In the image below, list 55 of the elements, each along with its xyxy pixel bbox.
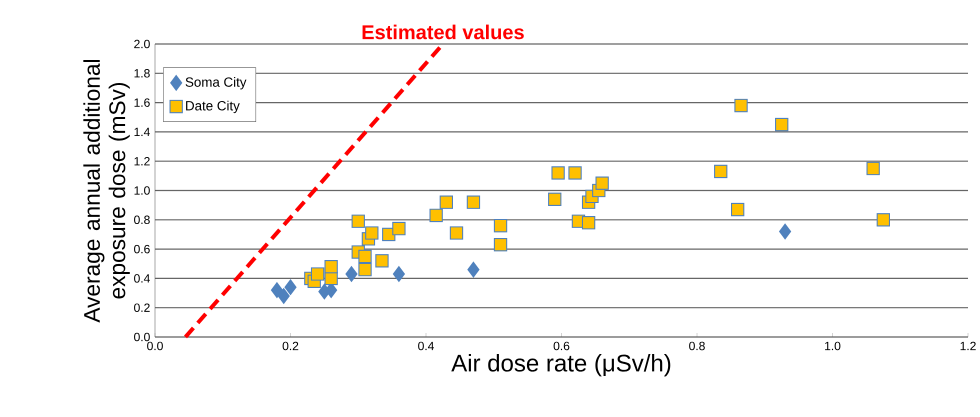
x-tick-label: 0.2 bbox=[282, 342, 298, 350]
point bbox=[310, 267, 324, 281]
point bbox=[352, 214, 365, 228]
x-tick-label: 1.0 bbox=[825, 342, 840, 350]
point bbox=[595, 176, 609, 190]
point bbox=[548, 192, 562, 206]
point bbox=[284, 279, 297, 296]
point bbox=[440, 196, 453, 209]
point bbox=[375, 254, 389, 268]
y-tick-label: 1.8 bbox=[134, 69, 150, 78]
series-label: Estimated values bbox=[362, 24, 524, 40]
x-tick-label: 0.4 bbox=[418, 342, 434, 350]
y-axis-title: Average annual additional exposure dose (mSv) bbox=[83, 60, 130, 323]
point bbox=[494, 218, 508, 232]
point bbox=[775, 118, 788, 132]
point bbox=[467, 262, 480, 278]
point bbox=[430, 208, 443, 222]
y-tick-label: 0.4 bbox=[134, 274, 150, 283]
point bbox=[324, 260, 338, 274]
point bbox=[392, 222, 406, 236]
y-tick-label: 1.6 bbox=[134, 98, 150, 107]
legend-label: Soma City bbox=[186, 77, 246, 90]
y-tick-label: 0.2 bbox=[134, 303, 150, 312]
point bbox=[714, 164, 728, 178]
point bbox=[365, 226, 378, 240]
point bbox=[494, 238, 508, 252]
y-tick-label: 1.2 bbox=[134, 157, 150, 166]
point bbox=[358, 250, 372, 264]
y-tick-label: 0.8 bbox=[134, 216, 150, 224]
x-axis-title: Air dose rate (μSv/h) bbox=[451, 354, 670, 376]
point bbox=[345, 266, 358, 282]
x-tick-label: 0.0 bbox=[147, 342, 163, 350]
point bbox=[866, 162, 880, 176]
point bbox=[270, 282, 283, 298]
y-tick-label: 0.0 bbox=[134, 332, 150, 342]
point bbox=[278, 288, 290, 304]
point bbox=[568, 166, 582, 180]
point bbox=[582, 216, 596, 230]
point bbox=[730, 202, 744, 216]
point bbox=[876, 213, 890, 226]
point bbox=[450, 226, 464, 240]
x-tick-label: 0.6 bbox=[554, 342, 570, 350]
x-tick-label: 0.8 bbox=[689, 342, 705, 350]
y-tick-label: 2.0 bbox=[134, 40, 150, 48]
point bbox=[779, 224, 792, 240]
point bbox=[466, 196, 480, 209]
legend-label: Date City bbox=[186, 100, 240, 114]
point bbox=[358, 262, 372, 276]
point bbox=[734, 98, 748, 112]
x-tick-label: 1.2 bbox=[960, 342, 976, 350]
y-tick-label: 0.6 bbox=[134, 244, 150, 254]
point bbox=[392, 266, 405, 282]
y-tick-label: 1.4 bbox=[134, 128, 150, 136]
point bbox=[551, 166, 565, 180]
y-tick-label: 1.0 bbox=[134, 186, 150, 195]
